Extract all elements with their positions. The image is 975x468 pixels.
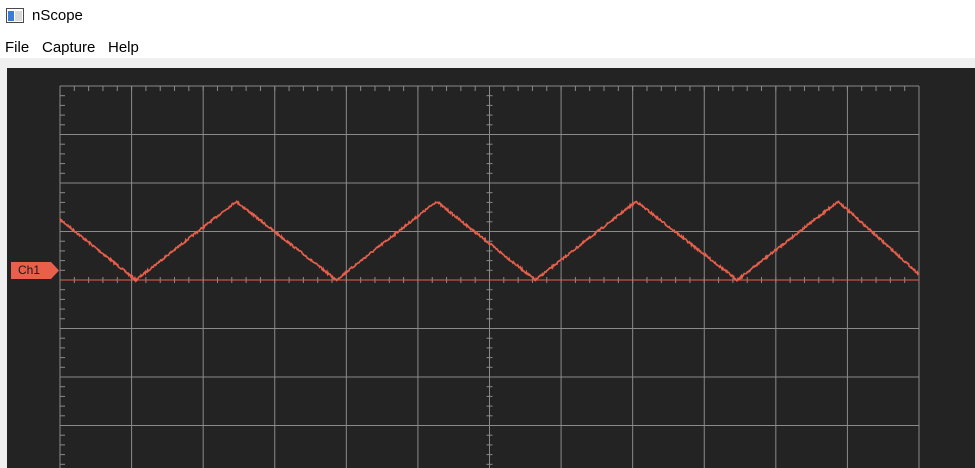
ch1-marker[interactable]: Ch1 [11, 262, 61, 279]
menu-help[interactable]: Help [108, 39, 139, 56]
menu-capture[interactable]: Capture [42, 39, 96, 56]
ch1-label: Ch1 [18, 263, 41, 277]
app-window-icon [6, 8, 24, 23]
scope-ticks [59, 85, 906, 465]
ch1-marker-shape [11, 262, 59, 279]
oscilloscope-plot [59, 85, 920, 468]
oscilloscope-display[interactable]: Ch1 [7, 68, 975, 468]
window-title: nScope [32, 7, 83, 24]
menu-file[interactable]: File [5, 39, 30, 56]
title-bar: nScope [0, 0, 975, 34]
menu-bar: File Capture Help [0, 34, 975, 58]
scope-frame: Ch1 [0, 58, 975, 468]
ch1-trace [59, 200, 920, 284]
